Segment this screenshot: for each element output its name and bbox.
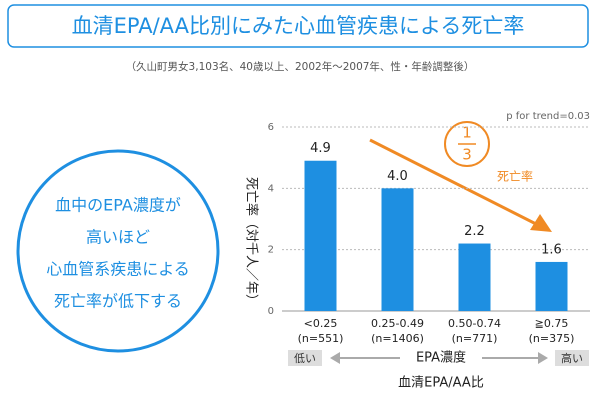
trend-label: 死亡率 [497,169,533,184]
x-tick-count: (n=771) [452,332,498,345]
callout-text: 血中のEPA濃度が [55,196,181,215]
x-tick-count: (n=1406) [371,332,424,345]
subtitle: （久山町男女3,103名、40歳以上、2002年〜2007年、性・年齢調整後） [126,60,475,73]
bar [535,261,568,311]
x-tick-label: ≧0.75 [535,317,569,330]
bar [458,243,491,311]
p-trend: p for trend=0.03 [506,111,590,122]
x-tick-count: (n=375) [529,332,575,345]
x-tick-count: (n=551) [298,332,344,345]
x-arrowhead [538,352,548,364]
x-axis-label: 血清EPA/AA比 [398,376,484,391]
low-label: 低い [294,352,316,365]
y-tick-label: 0 [268,306,274,317]
y-tick-label: 4 [268,183,274,194]
x-arrow-label-bg [400,349,482,367]
fraction-denominator: 3 [462,146,472,164]
value-label: 4.0 [387,169,408,184]
callout-text: 死亡率が低下する [54,292,182,311]
value-label: 4.9 [310,141,331,156]
x-tick-label: 0.25-0.49 [371,317,424,330]
y-axis-label: 死亡率（対千人／年） [244,177,260,307]
trend-arrowhead [530,214,552,232]
y-tick-label: 6 [268,122,274,133]
trend-arrow [369,138,541,228]
high-label: 高い [561,351,583,365]
value-label: 1.6 [541,242,562,257]
x-arrow-label: EPA濃度 [416,350,466,366]
x-tick-label: 0.50-0.74 [448,317,501,330]
chart-title: 血清EPA/AA比別にみた心血管疾患による死亡率 [72,14,525,38]
callout-text: 高いほど [86,228,150,247]
value-label: 2.2 [464,224,485,239]
x-tick-label: <0.25 [304,317,338,330]
fraction-numerator: 1 [462,124,472,142]
high-box [555,350,589,366]
bar [381,188,414,311]
x-arrowhead [330,352,340,364]
bar [304,160,337,311]
title-box [7,4,589,48]
callout-text: 心血管系疾患による [46,260,190,279]
low-box [288,350,322,366]
y-tick-label: 2 [268,245,274,256]
callout-circle [16,149,220,353]
